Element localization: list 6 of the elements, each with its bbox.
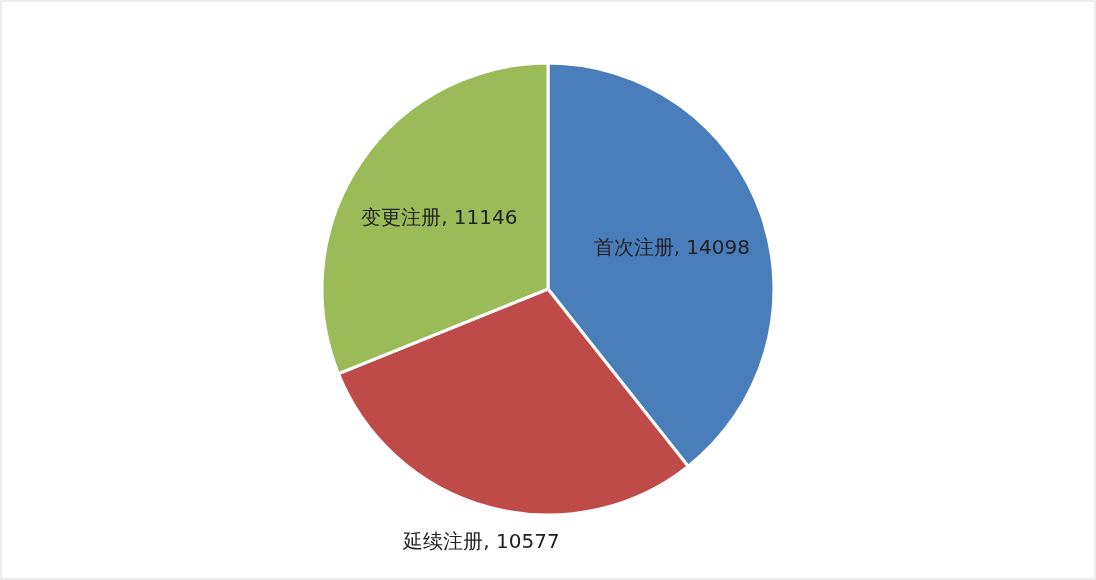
slice-label: 延续注册 <box>402 529 484 554</box>
slice-label: 变更注册 <box>361 204 442 229</box>
slice-label: 首次注册 <box>593 234 674 259</box>
data-label: , 10577 <box>483 529 560 554</box>
data-label: , 14098 <box>673 234 750 259</box>
data-label: , 11146 <box>441 204 518 229</box>
